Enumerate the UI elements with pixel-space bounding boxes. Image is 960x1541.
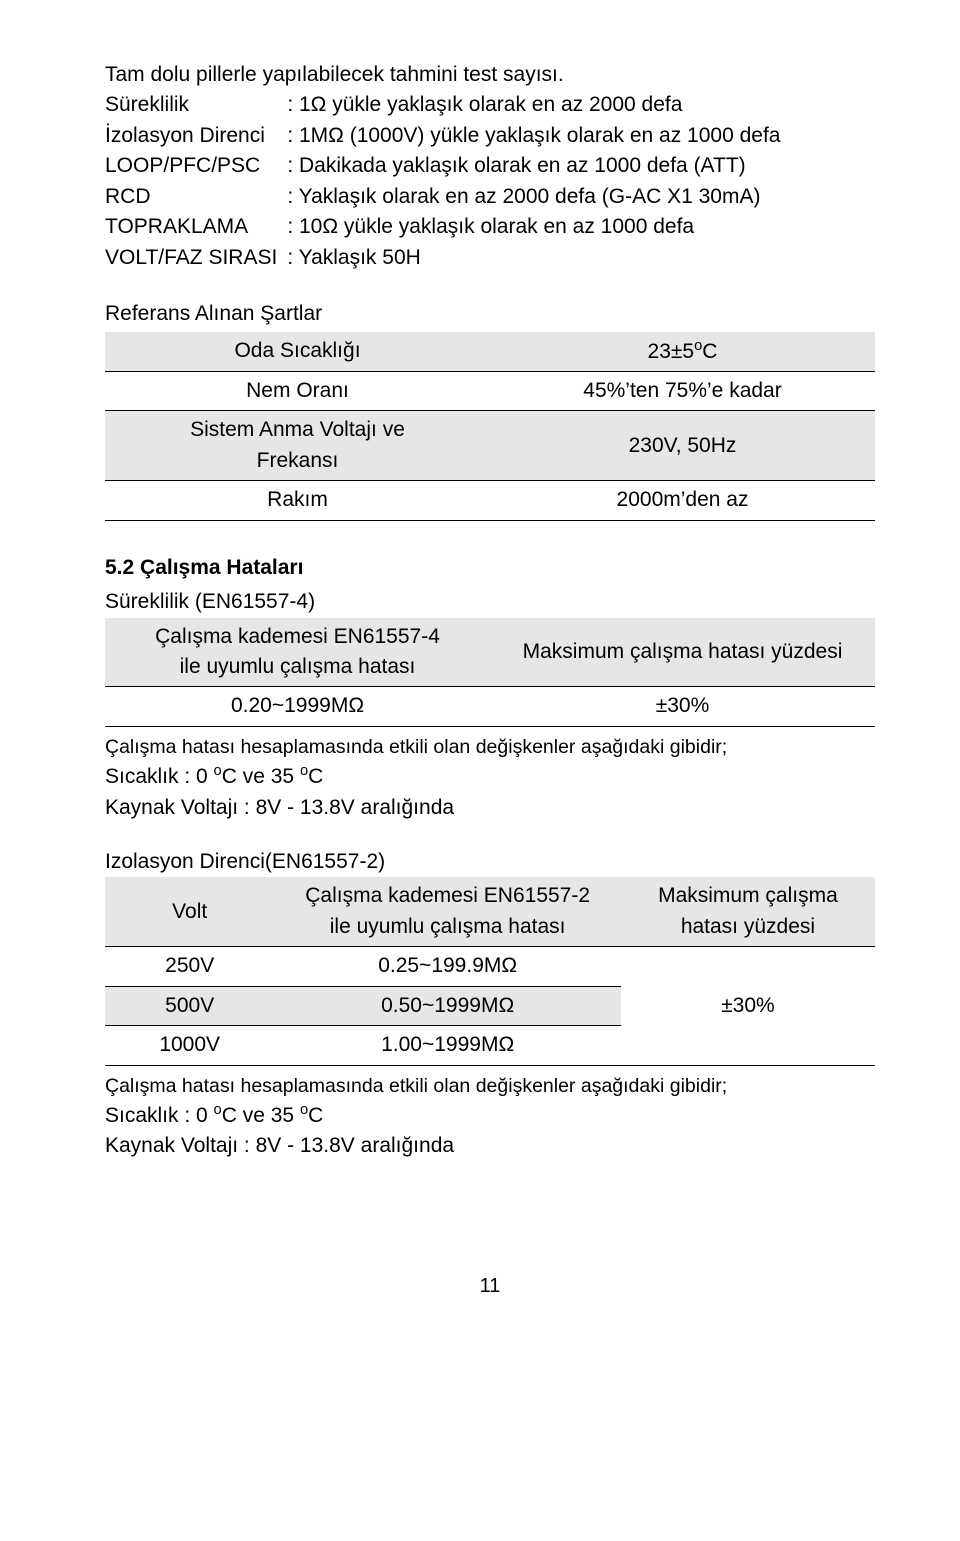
iso-head-right: Maksimum çalışmahatası yüzdesi — [621, 877, 875, 946]
iso-error: ±30% — [621, 947, 875, 1065]
reference-conditions-table: Oda Sıcaklığı 23±5oC Nem Oranı 45%’ten 7… — [105, 332, 875, 521]
iso-range: 1.00~1999MΩ — [274, 1026, 621, 1065]
continuity-subheading: Süreklilik (EN61557-4) — [105, 587, 875, 617]
def-key: LOOP/PFC/PSC — [105, 151, 287, 181]
def-val: : Dakikada yaklaşık olarak en az 1000 de… — [287, 151, 780, 181]
cont-head-left: Çalışma kademesi EN61557-4ile uyumlu çal… — [105, 618, 490, 687]
ref-val: 2000m’den az — [490, 481, 875, 520]
def-val: : Yaklaşık olarak en az 2000 defa (G-AC … — [287, 182, 780, 212]
iso-range: 0.25~199.9MΩ — [274, 947, 621, 986]
ref-key: Nem Oranı — [105, 371, 490, 410]
ref-key: Sistem Anma Voltajı veFrekansı — [105, 411, 490, 481]
cont-head-right: Maksimum çalışma hatası yüzdesi — [490, 618, 875, 687]
iso-volt: 500V — [105, 986, 274, 1025]
def-key: RCD — [105, 182, 287, 212]
cont-error: ±30% — [490, 687, 875, 726]
def-val: : 1Ω yükle yaklaşık olarak en az 2000 de… — [287, 90, 780, 120]
def-key: İzolasyon Direnci — [105, 121, 287, 151]
def-val: : 10Ω yükle yaklaşık olarak en az 1000 d… — [287, 212, 780, 242]
temperature-line-2: Sıcaklık : 0 oC ve 35 oC — [105, 1100, 875, 1131]
ref-val: 45%’ten 75%’e kadar — [490, 371, 875, 410]
page-number: 11 — [105, 1272, 875, 1301]
source-voltage-line: Kaynak Voltajı : 8V - 13.8V aralığında — [105, 793, 875, 823]
ref-val: 230V, 50Hz — [490, 411, 875, 481]
definitions-list: Süreklilik : 1Ω yükle yaklaşık olarak en… — [105, 90, 780, 273]
variables-note: Çalışma hatası hesaplamasında etkili ola… — [105, 733, 875, 761]
def-key: VOLT/FAZ SIRASI — [105, 243, 287, 273]
isolation-subheading: Izolasyon Direnci(EN61557-2) — [105, 847, 875, 877]
iso-volt: 250V — [105, 947, 274, 986]
reference-heading: Referans Alınan Şartlar — [105, 299, 875, 329]
iso-volt: 1000V — [105, 1026, 274, 1065]
def-val: : 1MΩ (1000V) yükle yaklaşık olarak en a… — [287, 121, 780, 151]
ref-key: Oda Sıcaklığı — [105, 332, 490, 372]
intro-title: Tam dolu pillerle yapılabilecek tahmini … — [105, 60, 875, 90]
ref-val: 23±5oC — [490, 332, 875, 372]
iso-head-volt: Volt — [105, 877, 274, 946]
iso-head-mid: Çalışma kademesi EN61557-2ile uyumlu çal… — [274, 877, 621, 946]
continuity-table: Çalışma kademesi EN61557-4ile uyumlu çal… — [105, 618, 875, 727]
ref-key: Rakım — [105, 481, 490, 520]
def-key: TOPRAKLAMA — [105, 212, 287, 242]
isolation-table: Volt Çalışma kademesi EN61557-2ile uyuml… — [105, 877, 875, 1065]
def-key: Süreklilik — [105, 90, 287, 120]
source-voltage-line-2: Kaynak Voltajı : 8V - 13.8V aralığında — [105, 1131, 875, 1161]
cont-range: 0.20~1999MΩ — [105, 687, 490, 726]
def-val: : Yaklaşık 50H — [287, 243, 780, 273]
section-5-2-heading: 5.2 Çalışma Hataları — [105, 553, 875, 583]
iso-range: 0.50~1999MΩ — [274, 986, 621, 1025]
variables-note-2: Çalışma hatası hesaplamasında etkili ola… — [105, 1072, 875, 1100]
temperature-line: Sıcaklık : 0 oC ve 35 oC — [105, 761, 875, 792]
